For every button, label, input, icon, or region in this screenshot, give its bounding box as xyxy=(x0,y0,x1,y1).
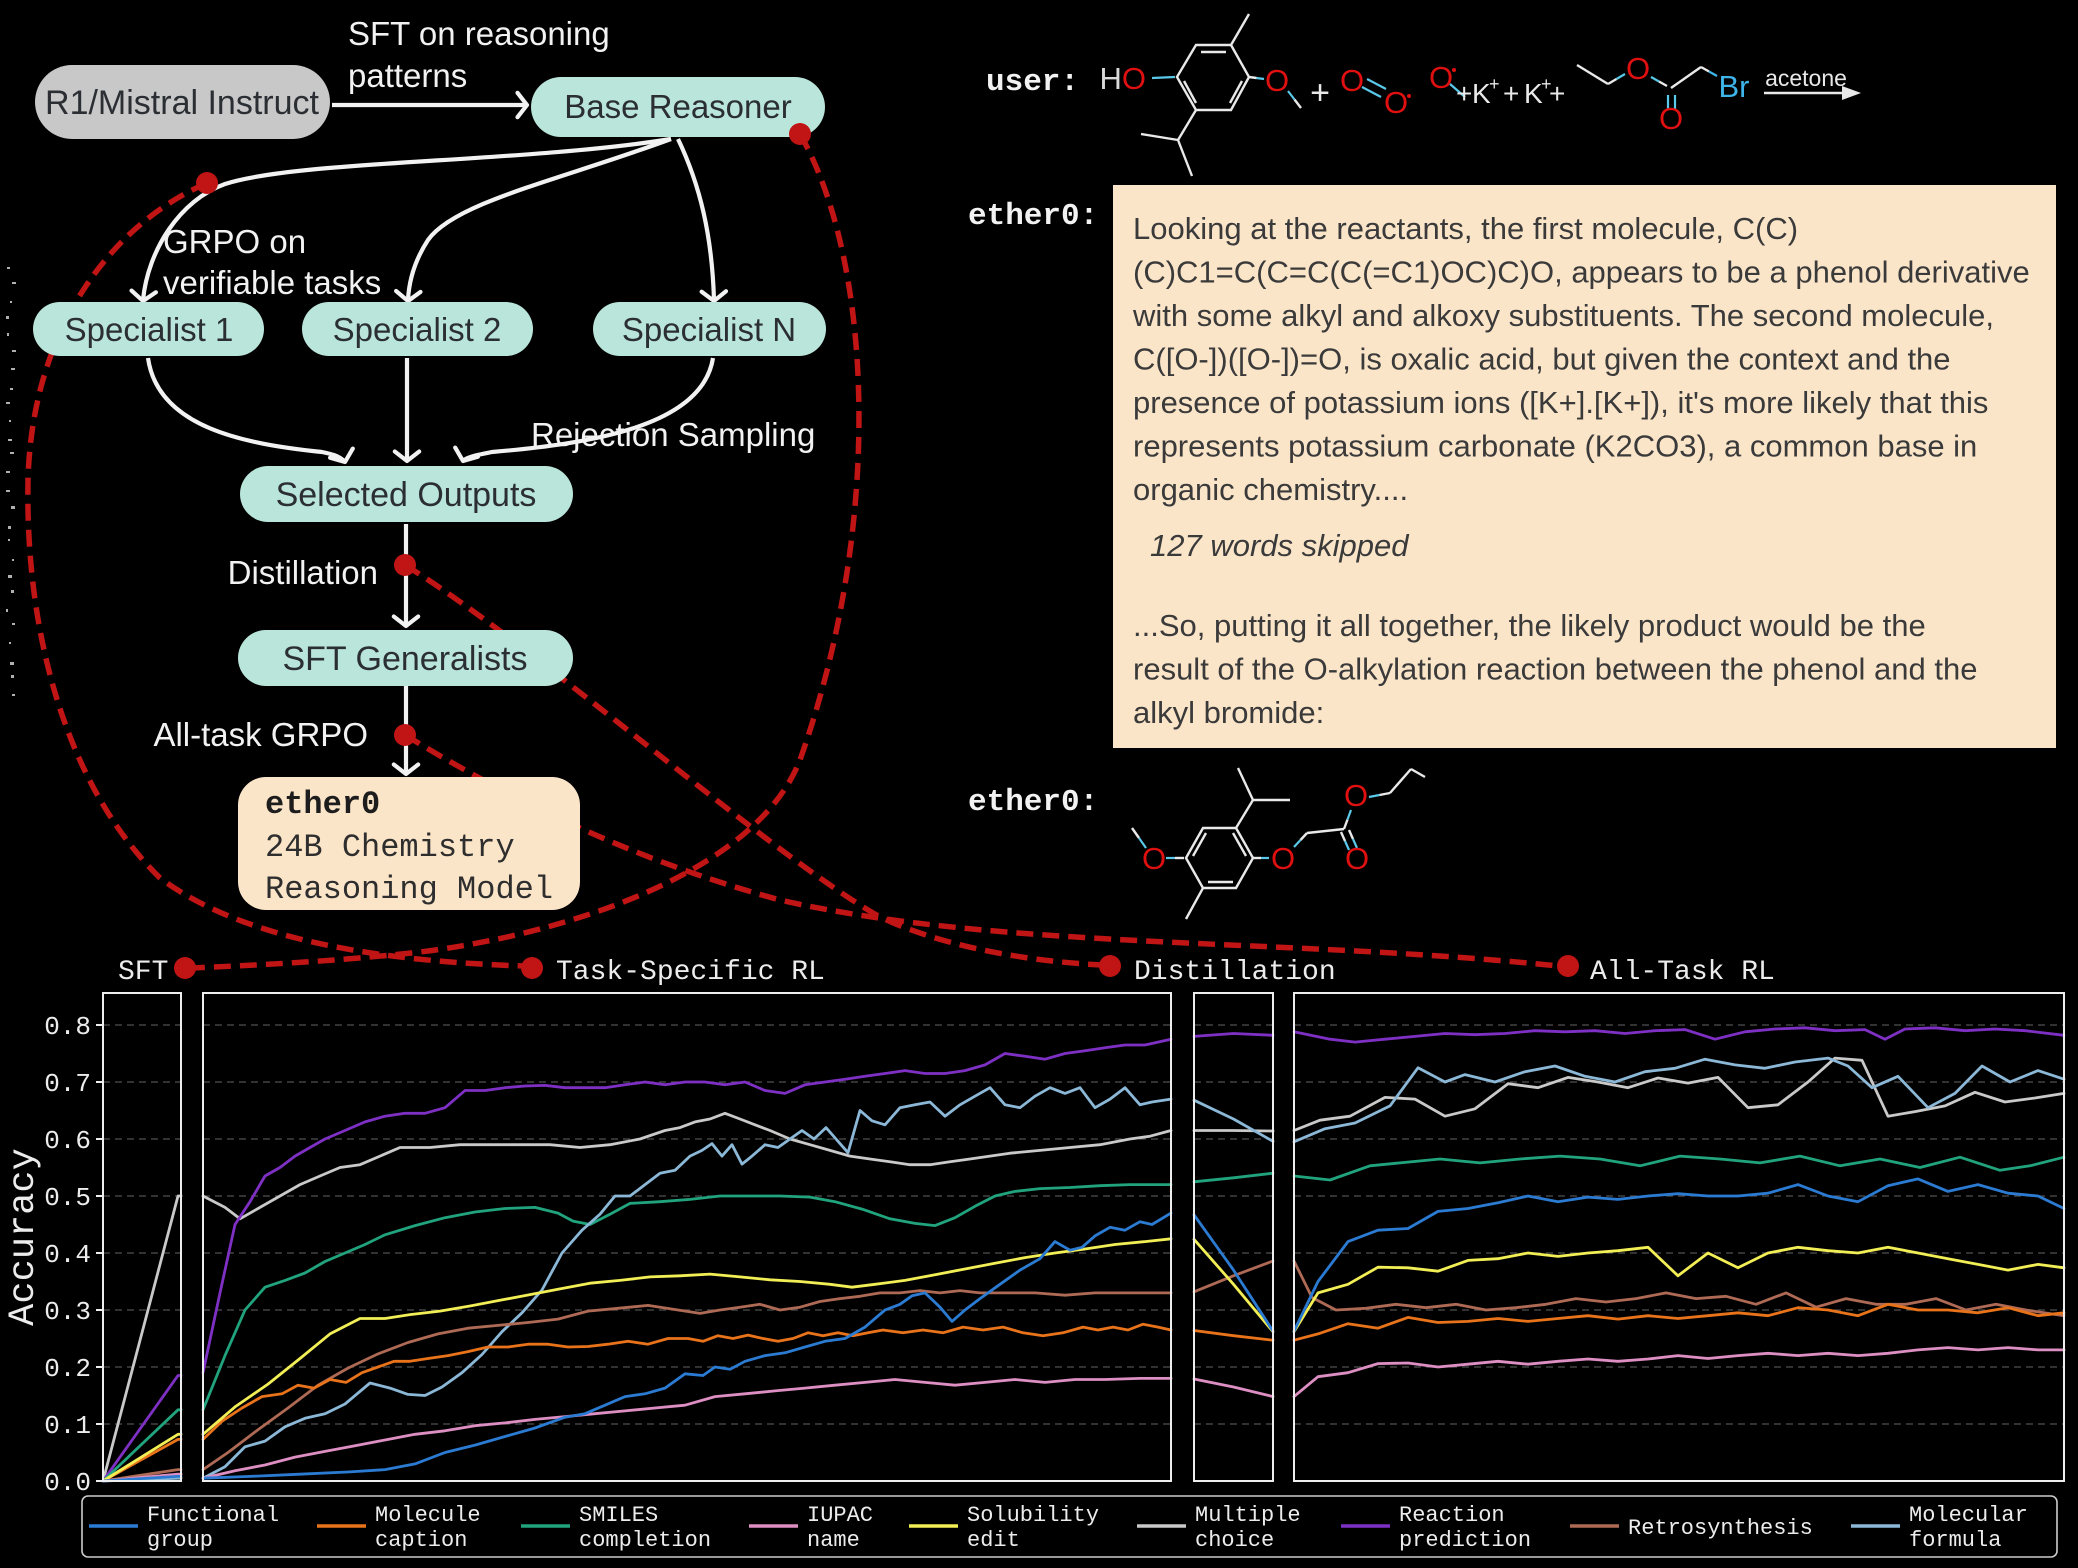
svg-text:O: O xyxy=(1344,778,1368,813)
svg-text:O: O xyxy=(1384,85,1408,120)
svg-text:ether0:: ether0: xyxy=(968,199,1098,234)
svg-text:+: + xyxy=(1310,74,1330,112)
svg-text:acetone: acetone xyxy=(1765,65,1847,91)
svg-text:Specialist 1: Specialist 1 xyxy=(65,311,234,348)
svg-text:+: + xyxy=(1549,78,1565,109)
svg-text:IUPAC: IUPAC xyxy=(807,1503,873,1528)
svg-text:Base Reasoner: Base Reasoner xyxy=(564,88,791,125)
svg-text:Multiple: Multiple xyxy=(1195,1503,1301,1528)
svg-text:alkyl bromide:: alkyl bromide: xyxy=(1133,695,1324,730)
svg-text:O: O xyxy=(1626,51,1650,86)
svg-text:Distillation: Distillation xyxy=(1134,957,1336,988)
svg-text:Retrosynthesis: Retrosynthesis xyxy=(1628,1516,1813,1541)
svg-text:verifiable tasks: verifiable tasks xyxy=(163,264,381,301)
svg-text:organic chemistry....: organic chemistry.... xyxy=(1133,472,1408,507)
svg-text:edit: edit xyxy=(967,1528,1020,1553)
svg-text:R1/Mistral Instruct: R1/Mistral Instruct xyxy=(45,84,319,122)
svg-text:O: O xyxy=(1271,841,1295,876)
svg-text:+: + xyxy=(1541,74,1552,94)
svg-text:ether0:: ether0: xyxy=(968,785,1098,820)
svg-text:completion: completion xyxy=(579,1528,711,1553)
svg-text:Br: Br xyxy=(1719,69,1750,104)
svg-text:0.7: 0.7 xyxy=(44,1069,91,1099)
svg-text:Accuracy: Accuracy xyxy=(3,1148,45,1326)
svg-text:formula: formula xyxy=(1909,1528,2001,1553)
svg-text:C([O-])([O-])=O, is oxalic aci: C([O-])([O-])=O, is oxalic acid, but giv… xyxy=(1133,342,1951,377)
svg-text:name: name xyxy=(807,1528,860,1553)
svg-text:(C)C1=C(C=C(C(=C1)OC)C)O, appe: (C)C1=C(C=C(C(=C1)OC)C)O, appears to be … xyxy=(1133,255,2030,290)
svg-text:0.2: 0.2 xyxy=(44,1354,91,1384)
svg-text:O: O xyxy=(1265,63,1289,98)
svg-text:24B Chemistry: 24B Chemistry xyxy=(265,829,515,866)
svg-text:Reaction: Reaction xyxy=(1399,1503,1505,1528)
svg-text:All-task GRPO: All-task GRPO xyxy=(153,716,368,753)
svg-text:Molecular: Molecular xyxy=(1909,1503,2028,1528)
svg-text:K: K xyxy=(1472,78,1491,109)
svg-text:+: + xyxy=(1489,74,1500,94)
svg-text:ether0: ether0 xyxy=(265,786,380,823)
svg-text:represents potassium carbonate: represents potassium carbonate (K2CO3), … xyxy=(1133,429,1977,464)
svg-text:O: O xyxy=(1659,101,1683,136)
svg-text:0.0: 0.0 xyxy=(44,1468,91,1498)
svg-text:choice: choice xyxy=(1195,1528,1274,1553)
svg-text:Specialist N: Specialist N xyxy=(622,311,796,348)
svg-text:Molecule: Molecule xyxy=(375,1503,481,1528)
svg-text:K: K xyxy=(1524,78,1543,109)
svg-text:SFT Generalists: SFT Generalists xyxy=(282,640,527,678)
svg-text:0.3: 0.3 xyxy=(44,1297,91,1327)
svg-text:user:: user: xyxy=(986,65,1079,100)
svg-text:127 words skipped: 127 words skipped xyxy=(1150,528,1410,563)
svg-text:Task-Specific RL: Task-Specific RL xyxy=(556,957,825,988)
svg-text:presence of potassium ions ([K: presence of potassium ions ([K+].[K+]), … xyxy=(1133,385,1988,420)
svg-text:...So, putting it all together: ...So, putting it all together, the like… xyxy=(1133,608,1926,643)
svg-text:O: O xyxy=(1345,841,1369,876)
svg-text:0.5: 0.5 xyxy=(44,1183,91,1213)
svg-text:GRPO on: GRPO on xyxy=(163,223,306,260)
svg-text:Solubility: Solubility xyxy=(967,1503,1099,1528)
svg-text:patterns: patterns xyxy=(348,57,467,94)
svg-text:O: O xyxy=(1429,60,1453,95)
svg-text:0.4: 0.4 xyxy=(44,1240,91,1270)
svg-text:+: + xyxy=(1456,78,1472,109)
svg-text:0.6: 0.6 xyxy=(44,1126,91,1156)
svg-text:caption: caption xyxy=(375,1528,467,1553)
svg-text:Reasoning Model: Reasoning Model xyxy=(265,871,553,908)
svg-text:result of the O-alkylation rea: result of the O-alkylation reaction betw… xyxy=(1133,652,1977,687)
svg-text:+: + xyxy=(1503,78,1519,109)
svg-text:Distillation: Distillation xyxy=(228,554,378,591)
svg-text:prediction: prediction xyxy=(1399,1528,1531,1553)
svg-text:SMILES: SMILES xyxy=(579,1503,658,1528)
svg-text:Functional: Functional xyxy=(147,1503,279,1528)
svg-text:0.1: 0.1 xyxy=(44,1411,91,1441)
svg-text:SFT: SFT xyxy=(118,957,168,988)
svg-text:O: O xyxy=(1340,63,1364,98)
svg-text:Rejection Sampling: Rejection Sampling xyxy=(531,416,815,453)
svg-text:Selected Outputs: Selected Outputs xyxy=(276,476,537,514)
svg-text:0.8: 0.8 xyxy=(44,1012,91,1042)
svg-text:SFT on reasoning: SFT on reasoning xyxy=(348,15,610,52)
svg-text:Specialist 2: Specialist 2 xyxy=(333,311,502,348)
svg-text:HO: HO xyxy=(1099,61,1146,96)
svg-text:All-Task RL: All-Task RL xyxy=(1590,957,1775,988)
svg-text:group: group xyxy=(147,1528,213,1553)
svg-text:Looking at the reactants, the: Looking at the reactants, the first mole… xyxy=(1133,211,1798,246)
svg-text:with some alkyl and alkoxy sub: with some alkyl and alkoxy substituents.… xyxy=(1132,298,1994,333)
